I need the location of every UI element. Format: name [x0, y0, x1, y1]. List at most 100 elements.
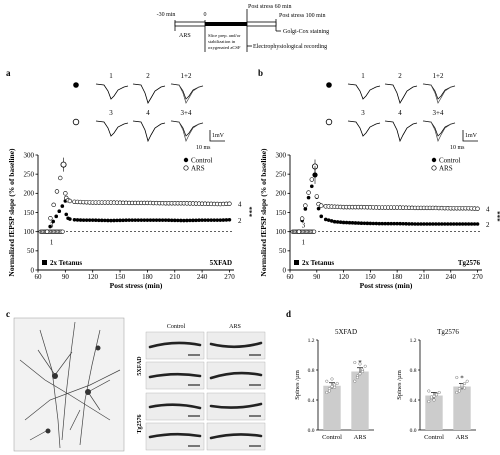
data-point — [185, 218, 189, 223]
data-point — [68, 217, 72, 221]
chart-a: 0 50 100 150 200 250 300 60 90 120 150 180 210 240 270… — [7, 148, 253, 290]
x-tick-label: 90 — [62, 273, 70, 281]
data-point — [335, 381, 339, 386]
data-point — [316, 206, 321, 211]
data-point — [333, 385, 337, 389]
data-point — [460, 222, 465, 226]
data-point — [326, 218, 331, 222]
category-label: ARS — [354, 434, 367, 441]
data-point — [227, 201, 232, 206]
trace-3 — [95, 120, 129, 137]
control-marker — [73, 82, 79, 88]
x-tick-label: 120 — [338, 273, 349, 281]
x-tick-label: 60 — [35, 273, 43, 281]
data-point — [463, 386, 467, 390]
trace-label: 1 — [109, 72, 113, 80]
bar — [351, 371, 369, 430]
data-point — [203, 218, 207, 222]
data-point — [445, 222, 450, 226]
x-tick-label: 120 — [87, 273, 98, 281]
data-point — [457, 222, 462, 226]
timeline-post100: Post stress 100 min — [279, 13, 326, 19]
data-point — [115, 218, 119, 223]
y-tick-label: 50 — [279, 247, 287, 255]
x-tick-label: 60 — [287, 273, 295, 281]
legend-control-marker — [183, 157, 189, 163]
data-point — [51, 219, 55, 224]
trace-label: 1+2 — [181, 72, 192, 80]
data-point — [404, 222, 408, 226]
data-point — [330, 377, 334, 381]
timeline: -30 min 0 Post stress 60 min Post stress… — [157, 4, 329, 52]
y-tick-label: 300 — [276, 151, 287, 159]
significance-marker: * — [358, 359, 362, 367]
data-point — [148, 218, 153, 222]
data-point — [224, 218, 229, 222]
trace-2 — [384, 83, 418, 104]
data-point — [353, 379, 357, 383]
data-point — [130, 218, 135, 222]
data-point — [215, 218, 220, 222]
panel-d-letter: d — [286, 309, 291, 319]
y-tick-label: 100 — [24, 228, 35, 236]
y-tick-label: 200 — [24, 190, 35, 198]
x-tick-label: 270 — [224, 273, 235, 281]
x-tick-label: 240 — [445, 273, 456, 281]
data-point — [427, 399, 431, 404]
data-point — [437, 390, 441, 395]
data-point — [440, 222, 444, 226]
strain-label: 5XFAD — [210, 259, 232, 267]
data-point — [338, 220, 343, 225]
ars-marker — [325, 118, 333, 126]
data-point — [475, 222, 480, 226]
tetanus-label: 2x Tetanus — [302, 259, 334, 267]
x-tick-label: 180 — [392, 273, 403, 281]
dendrite-shafts — [148, 341, 263, 440]
data-point — [398, 221, 402, 226]
trace-3plus4b — [422, 120, 456, 142]
data-point — [422, 222, 426, 226]
data-point — [419, 222, 423, 226]
data-point — [306, 190, 311, 195]
y-tick-label: 150 — [24, 209, 35, 217]
scale-ms: 10 ms — [196, 145, 211, 151]
data-point — [329, 219, 334, 223]
data-point — [455, 375, 459, 380]
data-point — [431, 222, 435, 226]
data-point — [163, 218, 168, 222]
trace-label: 1 — [361, 72, 365, 80]
trace-label: 3+4 — [181, 109, 192, 117]
data-point — [432, 394, 436, 398]
data-point — [429, 395, 433, 399]
chart-b: 0 50 100 150 200 250 300 60 90 120 150 180 210 240 270… — [259, 148, 500, 290]
data-point — [133, 218, 138, 222]
y-tick-label: 300 — [24, 151, 35, 159]
annotation-4: 4 — [486, 206, 490, 214]
panel-b: b 1 2 1+2 3 4 3+4 1mV 10 ms 0 50 100 150 200… — [258, 68, 500, 290]
column-ars: ARS — [229, 324, 241, 330]
data-point — [435, 393, 439, 397]
trace-label: 2 — [398, 72, 402, 80]
trace-2 — [132, 83, 166, 104]
control-marker — [326, 82, 332, 88]
scale-mv: 1mV — [465, 133, 478, 139]
data-point — [142, 218, 147, 222]
data-point — [465, 379, 469, 383]
data-point — [359, 221, 364, 226]
data-point — [166, 218, 171, 223]
data-point — [121, 218, 125, 223]
data-point — [169, 218, 174, 223]
data-point — [200, 218, 204, 222]
data-point — [319, 203, 324, 208]
data-point — [472, 222, 477, 226]
data-point — [51, 202, 56, 208]
scale-bar — [209, 130, 225, 142]
y-axis-label: Spines /µm — [396, 370, 403, 400]
trace-3plus4a — [422, 120, 456, 137]
data-point — [64, 212, 69, 217]
trace-3plus4a — [170, 120, 204, 137]
data-point — [139, 218, 144, 222]
chart-d-5xfad: 5XFAD 0.0 0.4 0.8 1.2 Spines /µm Control * ARS — [294, 328, 374, 441]
chart-title: Tg2576 — [437, 328, 459, 336]
data-point — [172, 218, 177, 223]
